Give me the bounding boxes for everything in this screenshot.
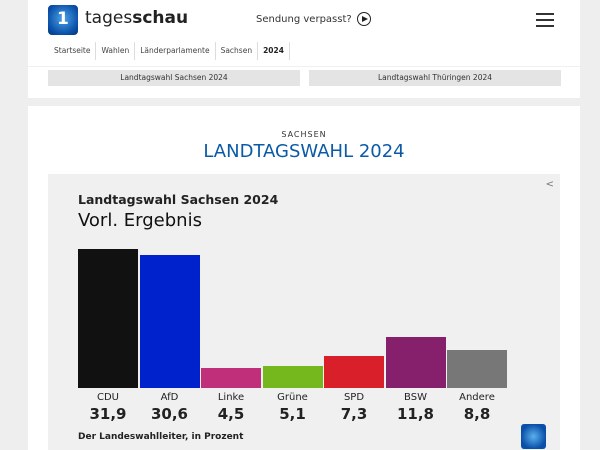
value-label: 8,8 [463, 405, 491, 423]
missed-label: Sendung verpasst? [256, 13, 352, 25]
party-label: BSW [404, 392, 427, 403]
party-label: AfD [160, 392, 179, 403]
party-label: Grüne [277, 392, 308, 403]
chart-title: Landtagswahl Sachsen 2024 [78, 192, 279, 207]
party-label: SPD [343, 392, 365, 403]
bar-afd [139, 254, 200, 388]
breadcrumb-item[interactable]: Startseite [48, 42, 97, 60]
breadcrumb-item[interactable]: Sachsen [216, 42, 259, 60]
bar-spd [324, 356, 384, 388]
tagesschau-logo[interactable] [48, 5, 78, 35]
sendung-verpasst-link[interactable]: Sendung verpasst? [256, 12, 371, 26]
chart-source: Der Landeswahlleiter, in Prozent [78, 432, 244, 442]
value-label: 4,5 [217, 405, 245, 423]
party-label: Linke [217, 392, 245, 403]
bar-cdu [78, 248, 138, 388]
chart-subtitle: Vorl. Ergebnis [78, 210, 202, 231]
kicker: SACHSEN [281, 130, 327, 139]
party-label: Andere [459, 392, 495, 403]
share-icon[interactable]: < [545, 179, 554, 190]
tab-thueringen[interactable]: Landtagswahl Thüringen 2024 [309, 70, 561, 86]
value-label: 11,8 [396, 405, 434, 423]
bar-andere [447, 349, 507, 388]
breadcrumb-item[interactable]: Länderparlamente [135, 42, 216, 60]
breadcrumb-item-current: 2024 [258, 42, 290, 60]
value-label: 31,9 [89, 405, 127, 423]
page-title: LANDTAGSWAHL 2024 [203, 141, 405, 162]
value-label: 5,1 [279, 405, 306, 423]
divider [28, 66, 580, 67]
play-icon [356, 12, 371, 26]
bar-bsw [385, 336, 446, 388]
brand-bold: schau [132, 8, 189, 28]
value-label: 7,3 [340, 405, 368, 423]
breadcrumb-item[interactable]: Wahlen [96, 42, 136, 60]
bar-grüne [262, 365, 323, 388]
brand-name[interactable]: tagesschau [85, 8, 188, 28]
menu-icon[interactable] [536, 13, 554, 31]
tagesschau-mini-logo [521, 424, 546, 449]
brand-light: tages [85, 8, 133, 28]
header: tagesschau Sendung verpasst? Startseite … [28, 0, 580, 98]
main-content: SACHSEN LANDTAGSWAHL 2024 < Landtagswahl… [28, 106, 580, 450]
bar-linke [201, 368, 261, 388]
election-chart: < Landtagswahl Sachsen 2024 Vorl. Ergebn… [48, 174, 560, 450]
breadcrumb: Startseite Wahlen Länderparlamente Sachs… [48, 42, 290, 60]
party-label: CDU [96, 392, 119, 403]
tab-sachsen[interactable]: Landtagswahl Sachsen 2024 [48, 70, 300, 86]
value-label: 30,6 [150, 405, 188, 423]
